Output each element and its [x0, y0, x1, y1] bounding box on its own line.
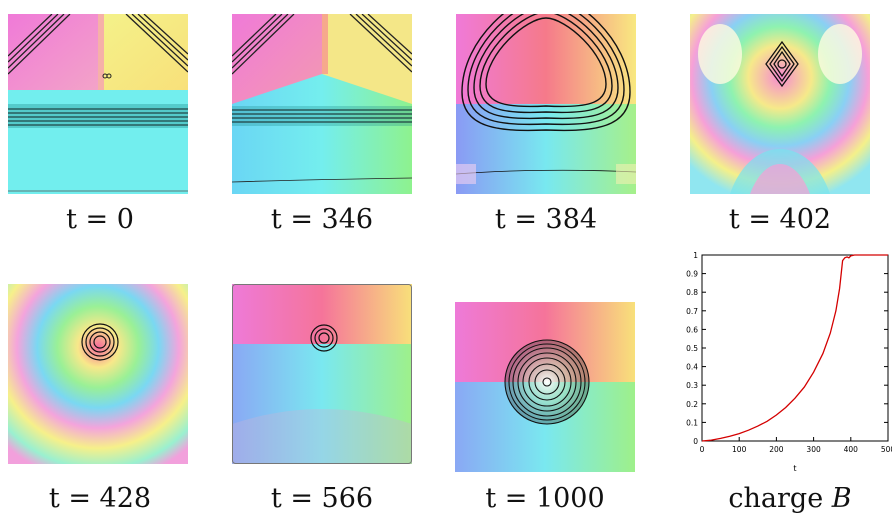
x-tick-label: 300 [806, 445, 821, 454]
y-tick-label: 1 [693, 251, 698, 260]
snapshot-t0 [8, 14, 188, 194]
caption-t0: t = 0 [66, 204, 134, 235]
x-tick-label: 0 [700, 445, 705, 454]
caption-t566: t = 566 [270, 483, 374, 514]
y-tick-label: 0.9 [686, 270, 698, 279]
caption-t402: t = 402 [728, 204, 832, 235]
snapshot-t402 [690, 14, 870, 194]
y-tick-label: 0.6 [686, 325, 698, 334]
y-tick-label: 0.1 [686, 418, 698, 427]
y-tick-label: 0.4 [686, 363, 698, 372]
y-tick-label: 0.7 [686, 307, 698, 316]
snapshot-t566 [232, 284, 412, 464]
caption-t428: t = 428 [48, 483, 152, 514]
y-tick-label: 0.3 [686, 381, 698, 390]
snapshot-t428 [8, 284, 188, 464]
x-axis-label: t [793, 464, 796, 473]
charge-b-chart: 0 0.1 0.2 0.3 0.4 0.5 0.6 0.7 0.8 0.9 1 0 100 200 300… [686, 251, 892, 473]
y-tick-label: 0.8 [686, 288, 698, 297]
snapshot-t1000 [455, 302, 635, 472]
y-tick-label: 0.2 [686, 400, 698, 409]
snapshot-t384 [456, 14, 636, 194]
caption-t346: t = 346 [270, 204, 374, 235]
y-tick-label: 0 [693, 437, 698, 446]
caption-t1000: t = 1000 [485, 483, 605, 514]
x-tick-label: 100 [732, 445, 747, 454]
charge-series-line [701, 254, 888, 442]
caption-charge-symbol: B [831, 483, 852, 514]
x-tick-label: 200 [769, 445, 784, 454]
caption-t384: t = 384 [494, 204, 598, 235]
snapshot-t346 [232, 14, 412, 194]
plot-frame [701, 254, 889, 442]
caption-charge-b: charge B [690, 484, 890, 514]
x-tick-label: 400 [844, 445, 859, 454]
caption-charge-text: charge [728, 483, 832, 514]
y-tick-label: 0.5 [686, 344, 698, 353]
x-tick-label: 500 [881, 445, 892, 454]
